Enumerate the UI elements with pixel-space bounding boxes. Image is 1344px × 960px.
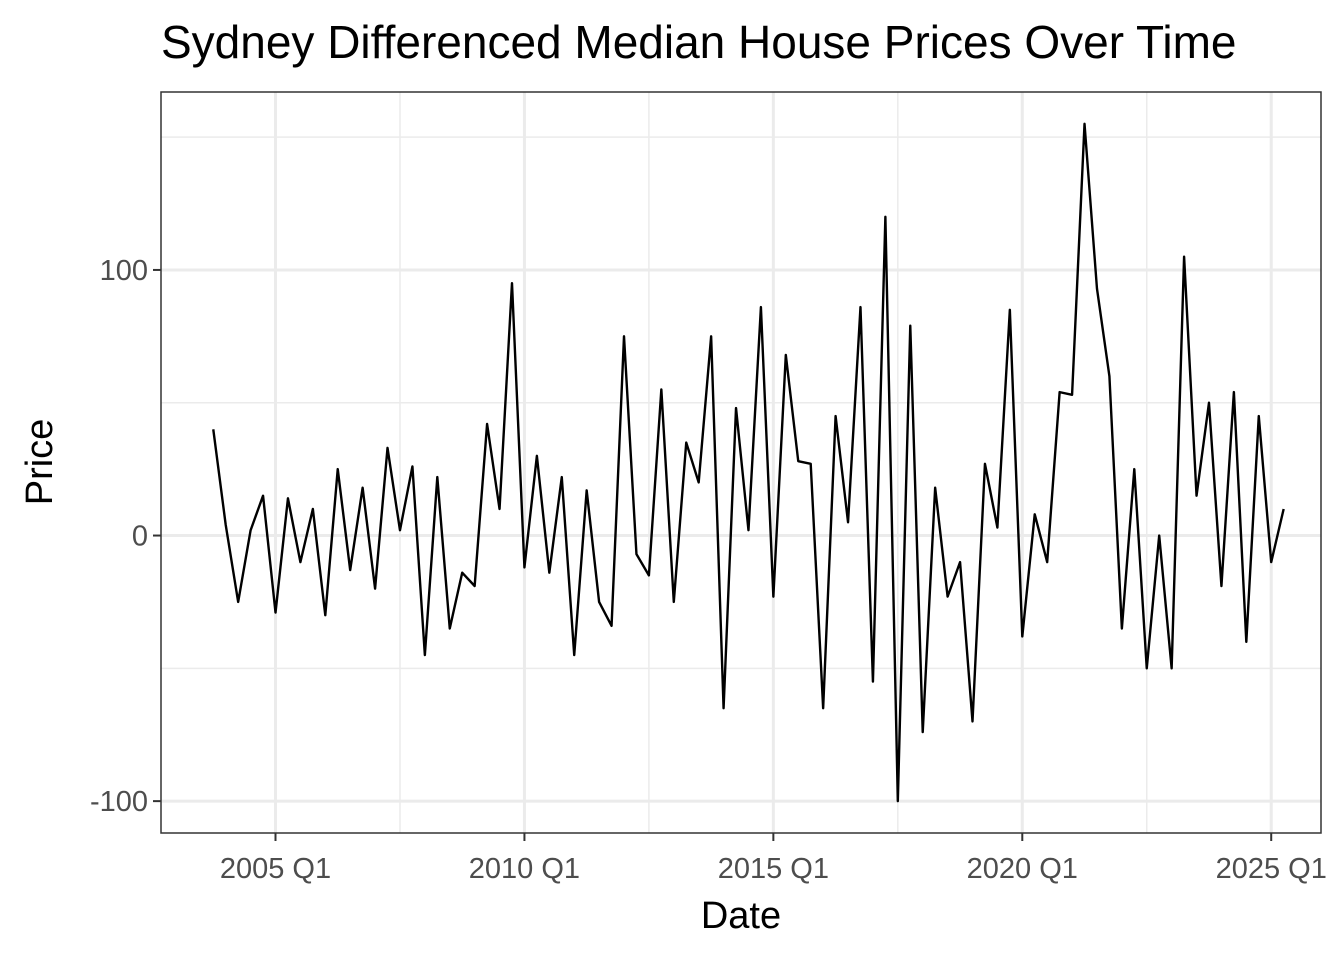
x-axis-title: Date xyxy=(701,895,781,937)
y-tick-label: 0 xyxy=(132,521,148,553)
chart-title: Sydney Differenced Median House Prices O… xyxy=(161,16,1237,68)
y-axis-title: Price xyxy=(19,419,61,506)
x-tick-label: 2025 Q1 xyxy=(1216,853,1327,885)
y-tick-label: -100 xyxy=(90,786,148,818)
y-tick-label: 100 xyxy=(100,255,148,287)
y-axis: -100 0 100 xyxy=(90,255,161,818)
x-tick-label: 2005 Q1 xyxy=(220,853,331,885)
x-tick-label: 2020 Q1 xyxy=(967,853,1078,885)
x-tick-label: 2015 Q1 xyxy=(718,853,829,885)
series-line-sydney-price-diff xyxy=(212,122,1285,803)
x-tick-label: 2010 Q1 xyxy=(469,853,580,885)
plot-panel-border xyxy=(160,91,1322,834)
x-axis: 2005 Q1 2010 Q1 2015 Q1 2020 Q1 2025 Q1 xyxy=(220,833,1327,885)
